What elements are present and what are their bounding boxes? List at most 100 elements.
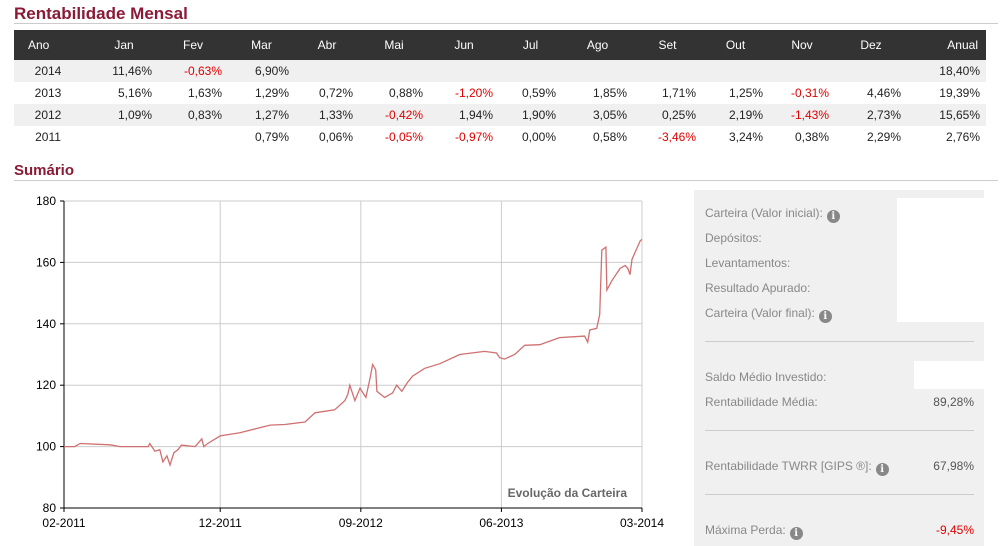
rent-media-label: Rentabilidade Média:: [705, 395, 818, 409]
y-tick-label: 180: [36, 194, 56, 208]
values-box-saldo: [914, 361, 984, 389]
levantamentos-label: Levantamentos:: [705, 256, 791, 270]
rent-media-row: Rentabilidade Média: 89,28%: [705, 394, 974, 410]
return-cell: 0,58%: [592, 130, 627, 144]
resultado-row: Resultado Apurado:: [705, 280, 974, 296]
header-jan: Jan: [114, 38, 134, 52]
return-cell: -1,43%: [790, 108, 829, 122]
return-cell: [158, 126, 228, 148]
header-fev: Fev: [182, 38, 203, 52]
resultado-label: Resultado Apurado:: [705, 281, 811, 295]
return-cell: 1,29%: [254, 86, 289, 100]
return-cell: -3,46%: [657, 130, 696, 144]
return-cell: -0,42%: [384, 108, 423, 122]
table-row: 2011 0,79% 0,06% -0,05% -0,97% 0,00% 0,58% -3,4…: [14, 126, 986, 148]
monthly-title: Rentabilidade Mensal: [14, 4, 188, 23]
return-cell: 2,73%: [866, 108, 901, 122]
return-cell: [359, 60, 429, 82]
chart-title: Evolução da Carteira: [508, 486, 628, 500]
return-cell: [295, 60, 359, 82]
info-icon[interactable]: i: [875, 463, 889, 476]
depositos-label: Depósitos:: [705, 231, 762, 245]
return-cell: 0,38%: [794, 130, 829, 144]
x-tick-label: 06-2013: [479, 516, 523, 530]
x-tick-label: 03-2014: [620, 516, 664, 530]
carteira-inicial-row: Carteira (Valor inicial): i: [705, 205, 974, 223]
divider: [705, 494, 974, 495]
info-icon[interactable]: i: [789, 527, 803, 540]
header-abr: Abr: [317, 38, 337, 52]
header-mai: Mai: [384, 38, 404, 52]
carteira-final-label: Carteira (Valor final):: [705, 306, 815, 320]
max-perda-label: Máxima Perda:: [705, 523, 786, 537]
title-divider: [14, 23, 998, 24]
return-cell: 11,46%: [112, 64, 152, 78]
return-cell: 0,79%: [254, 130, 289, 144]
return-cell: 0,72%: [318, 86, 353, 100]
year-cell: 2011: [35, 130, 61, 144]
return-cell: 1,90%: [521, 108, 556, 122]
table-header: Ano Jan Fev Mar Abr Mai Jun Jul Ago Set Out Nov Dez A…: [14, 30, 986, 60]
x-tick-label: 02-2011: [42, 516, 85, 530]
year-cell: 2013: [34, 86, 62, 100]
return-cell: 5,16%: [117, 86, 152, 100]
return-cell: [633, 60, 702, 82]
return-cell: 1,25%: [728, 86, 763, 100]
return-cell: 2,76%: [945, 130, 980, 144]
header-set: Set: [658, 38, 677, 52]
return-cell: 0,06%: [318, 130, 353, 144]
return-cell: 1,94%: [458, 108, 493, 122]
header-anual: Anual: [947, 38, 978, 52]
return-cell: 3,05%: [592, 108, 627, 122]
table-row: 2012 1,09% 0,83% 1,27% 1,33% -0,42% 1,94% 1,90%…: [14, 104, 986, 126]
summary-title: Sumário: [14, 162, 75, 179]
y-tick-label: 160: [36, 255, 56, 269]
year-cell: 2012: [34, 108, 62, 122]
summary-divider: [14, 180, 998, 181]
return-cell: [429, 60, 499, 82]
return-cell: 18,40%: [939, 64, 980, 78]
table-row: 2013 5,16% 1,63% 1,29% 0,72% 0,88% -1,20% 0,59%…: [14, 82, 986, 104]
return-cell: -0,63%: [183, 64, 222, 78]
return-cell: 19,39%: [939, 86, 980, 100]
twrr-value: 67,98%: [933, 459, 974, 473]
info-icon[interactable]: i: [826, 210, 840, 223]
return-cell: -1,20%: [454, 86, 493, 100]
saldo-medio-label: Saldo Médio Investido:: [705, 370, 827, 384]
carteira-inicial-label: Carteira (Valor inicial):: [705, 206, 823, 220]
year-cell: 2014: [34, 64, 62, 78]
return-cell: -0,05%: [384, 130, 423, 144]
divider: [705, 430, 974, 431]
plot-area: [64, 201, 642, 508]
return-cell: 1,85%: [592, 86, 627, 100]
return-cell: 3,24%: [728, 130, 763, 144]
return-cell: 2,19%: [728, 108, 763, 122]
return-cell: 1,09%: [117, 108, 152, 122]
y-tick-label: 120: [36, 378, 56, 392]
monthly-returns-table: Ano Jan Fev Mar Abr Mai Jun Jul Ago Set Out Nov Dez A…: [14, 30, 986, 148]
return-cell: 2,29%: [866, 130, 901, 144]
twrr-label: Rentabilidade TWRR [GIPS ®]:: [705, 459, 872, 473]
y-tick-label: 140: [36, 317, 56, 331]
return-cell: [835, 60, 907, 82]
return-cell: [702, 60, 769, 82]
levantamentos-row: Levantamentos:: [705, 255, 974, 271]
return-cell: [769, 60, 835, 82]
return-cell: [562, 60, 633, 82]
info-icon[interactable]: i: [818, 310, 832, 323]
y-tick-label: 80: [43, 501, 57, 515]
return-cell: 0,59%: [521, 86, 556, 100]
header-nov: Nov: [791, 38, 813, 52]
return-cell: [90, 126, 158, 148]
return-cell: -0,97%: [454, 130, 493, 144]
return-cell: 1,71%: [661, 86, 696, 100]
series-line: [64, 238, 643, 468]
saldo-medio-row: Saldo Médio Investido:: [705, 369, 974, 385]
table-row: 2014 11,46% -0,63% 6,90% 18,40%: [14, 60, 986, 82]
x-tick-label: 09-2012: [339, 516, 383, 530]
return-cell: 1,33%: [318, 108, 353, 122]
return-cell: 0,00%: [521, 130, 556, 144]
header-ago: Ago: [586, 38, 609, 52]
return-cell: 1,27%: [254, 108, 289, 122]
return-cell: 15,65%: [939, 108, 980, 122]
